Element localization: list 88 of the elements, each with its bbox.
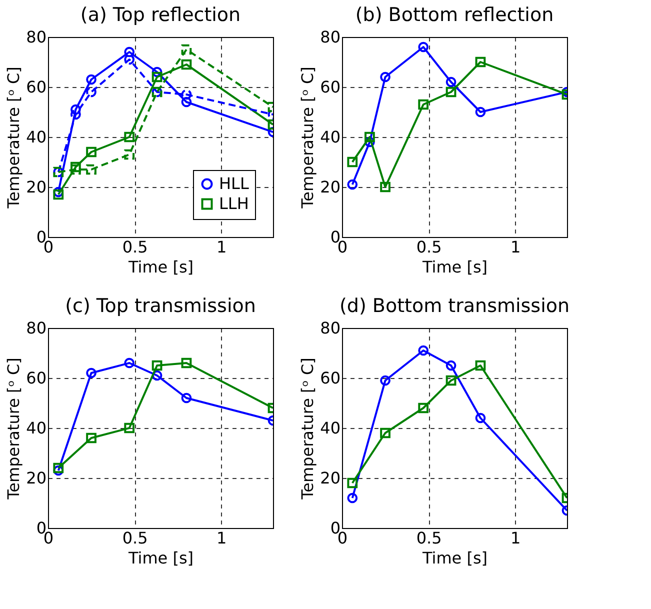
x-tick-label: 0.5 (416, 528, 442, 548)
y-tick-label: 20 (320, 178, 340, 196)
x-axis-title: Time [s] (421, 548, 488, 568)
point (53, 189, 64, 200)
point (70, 104, 81, 115)
point (418, 345, 429, 356)
y-tick-label: 60 (320, 368, 340, 388)
point (475, 56, 486, 68)
y-tick-label: 40 (320, 418, 340, 438)
y-axis-title: Temperature [ᵒ C] (4, 358, 24, 500)
y-tick-label: 20 (320, 468, 340, 488)
x-axis-title: Time [s] (421, 258, 488, 276)
point (86, 368, 96, 378)
y-tick-label: 40 (26, 128, 46, 146)
point (124, 149, 135, 160)
y-tick-label: 20 (26, 468, 46, 488)
point (475, 360, 486, 371)
point (418, 42, 429, 52)
legend-label: HLL (219, 174, 249, 193)
point (418, 402, 429, 414)
x-tick-label: 1 (216, 238, 227, 256)
point (124, 422, 135, 434)
point (364, 132, 375, 142)
point (446, 76, 456, 88)
legend-label: LLH (219, 194, 249, 213)
point (86, 146, 96, 158)
y-tick-label: 60 (26, 78, 46, 96)
y-tick-label: 80 (26, 318, 46, 338)
y-tick-label: 80 (320, 28, 340, 46)
y-tick-label: 20 (26, 178, 46, 196)
point (446, 375, 456, 386)
x-tick-label: 0.5 (416, 238, 442, 256)
x-axis-title: Time [s] (127, 548, 194, 568)
point (475, 106, 486, 118)
point (86, 432, 96, 444)
point (53, 462, 64, 474)
point (181, 96, 192, 108)
point (181, 59, 192, 70)
point (380, 182, 390, 192)
chart-title: (b) Bottom reflection (355, 4, 554, 26)
point (446, 360, 456, 371)
point (347, 478, 358, 488)
point (181, 44, 192, 55)
point (418, 99, 429, 110)
point (152, 72, 162, 82)
point (380, 375, 390, 386)
point (181, 392, 192, 404)
chart-title: (d) Bottom transmission (339, 295, 570, 317)
y-axis-title: Temperature [ᵒ C] (298, 66, 318, 210)
point (86, 164, 96, 175)
y-tick-label: 80 (26, 28, 46, 46)
x-tick-label: 1 (510, 238, 521, 256)
point (70, 109, 81, 120)
point (347, 492, 358, 504)
x-tick-label: 0.5 (122, 528, 148, 548)
point (152, 370, 162, 381)
point (152, 66, 162, 78)
point (347, 179, 358, 190)
y-tick-label: 60 (320, 78, 340, 96)
x-axis-title: Time [s] (127, 258, 194, 276)
point (475, 412, 486, 424)
y-tick-label: 80 (320, 318, 340, 338)
point (347, 156, 358, 168)
point (124, 46, 135, 58)
point (53, 186, 64, 198)
x-tick-label: 1 (216, 528, 227, 548)
point (86, 86, 96, 98)
point (124, 54, 135, 65)
x-tick-label: 0.5 (122, 238, 148, 256)
y-axis-title: Temperature [ᵒ C] (4, 66, 24, 210)
point (124, 358, 135, 368)
point (380, 72, 390, 82)
y-axis-title: Temperature [ᵒ C] (298, 358, 318, 500)
point (446, 86, 456, 98)
y-tick-label: 60 (26, 368, 46, 388)
x-tick-label: 1 (510, 528, 521, 548)
point (53, 465, 64, 476)
point (70, 162, 81, 172)
chart-title: (c) Top transmission (65, 295, 256, 317)
point (181, 358, 192, 368)
point (124, 132, 135, 142)
point (86, 74, 96, 85)
chart-title: (a) Top reflection (80, 4, 241, 26)
y-tick-label: 40 (26, 418, 46, 438)
point (152, 360, 162, 371)
point (380, 428, 390, 438)
y-tick-label: 40 (320, 128, 340, 146)
point (181, 89, 192, 100)
